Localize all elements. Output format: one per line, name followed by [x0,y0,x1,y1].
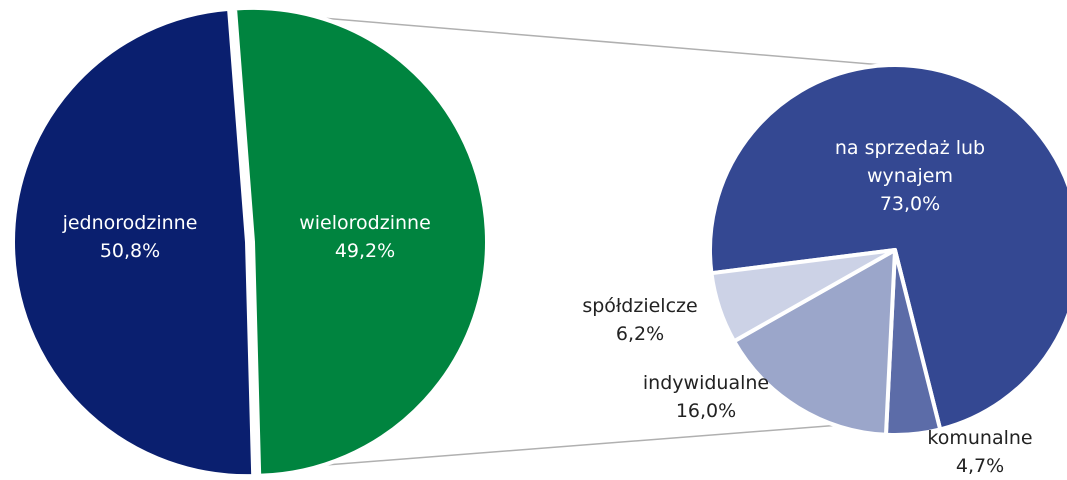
pie-slice [11,6,256,476]
category-label: jednorodzinne [62,212,198,234]
connector [261,12,896,67]
category-label: komunalne [927,427,1033,449]
pie-slice [709,248,897,344]
value-label: 16,0% [675,400,737,422]
value-label: 50,8% [99,240,161,262]
value-label: 4,7% [955,455,1005,477]
slice-label: wielorodzinne 49,2% [299,209,431,265]
slice-label: komunalne 4,7% [927,424,1032,480]
value-label: 73,0% [879,193,941,215]
pie-slice [233,5,489,476]
slice-label: na sprzedaż lub wynajem 73,0% [810,134,1010,218]
slice-label: spółdzielcze 6,2% [582,292,697,348]
value-label: 6,2% [615,323,665,345]
pie-slice [708,63,1067,432]
category-label: spółdzielcze [582,295,698,317]
category-label: wielorodzinne [299,212,431,234]
connector [261,419,906,471]
pie-slice [732,248,897,437]
category-label: indywidualne [642,372,770,394]
slice-label: indywidualne 16,0% [643,369,769,425]
slice-label: jednorodzinne 50,8% [63,209,198,265]
category-label: na sprzedaż lub wynajem [834,137,986,187]
value-label: 49,2% [334,240,396,262]
